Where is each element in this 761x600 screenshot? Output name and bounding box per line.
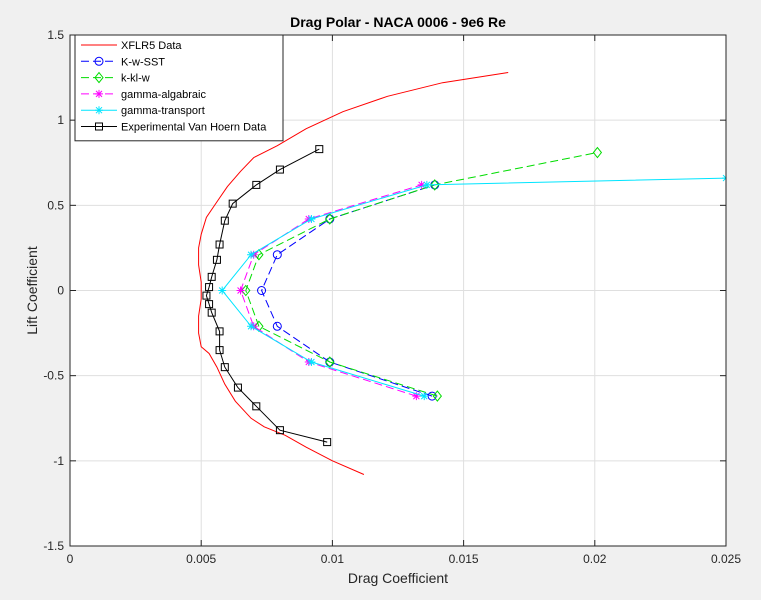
legend-item: gamma-algabraic [81, 89, 206, 101]
legend-label: gamma-transport [121, 105, 205, 117]
legend-item: XFLR5 Data [81, 40, 182, 52]
plot-content [198, 72, 726, 475]
data-point [412, 392, 421, 401]
y-tick-label: -1 [53, 454, 64, 468]
data-point [236, 286, 245, 295]
legend-label: XFLR5 Data [121, 40, 182, 52]
data-point [205, 300, 214, 309]
legend-label: K-w-SST [121, 56, 165, 68]
x-tick-label: 0.015 [449, 552, 479, 566]
data-point [275, 426, 284, 435]
series-layer [198, 72, 726, 475]
series-line [221, 177, 726, 397]
data-point [247, 250, 256, 259]
data-point [307, 214, 316, 223]
data-point [592, 146, 603, 159]
y-tick-label: -1.5 [43, 539, 64, 553]
legend: XFLR5 Data K-w-SST k-kl-w gamma-algabraic ga… [74, 34, 284, 142]
data-point [272, 321, 282, 331]
data-point [325, 213, 335, 225]
data-point [420, 392, 429, 401]
data-point [212, 255, 221, 264]
data-point [417, 180, 426, 189]
series-line [261, 184, 435, 397]
data-point [228, 199, 237, 208]
data-point [430, 179, 440, 191]
legend-marker [95, 89, 103, 98]
data-point [323, 438, 332, 447]
data-point [432, 390, 443, 402]
x-tick-label: 0.005 [186, 552, 216, 566]
chart-title: Drag Polar - NACA 0006 - 9e6 Re [290, 14, 506, 30]
data-point [422, 180, 431, 189]
data-point [247, 322, 256, 331]
legend-marker [94, 56, 104, 66]
legend-item: K-w-SST [81, 56, 165, 68]
data-point [215, 240, 224, 249]
data-point [272, 250, 282, 260]
data-point [220, 363, 229, 372]
data-point [207, 308, 216, 317]
y-tick-label: 0.5 [47, 198, 64, 212]
series-line [245, 152, 598, 397]
legend-box [74, 34, 284, 142]
legend-marker [95, 122, 103, 131]
x-tick-label: 0.025 [711, 552, 741, 566]
legend-label: k-kl-w [121, 73, 150, 85]
data-point [205, 283, 214, 292]
data-point [233, 383, 242, 392]
legend-label: Experimental Van Hoern Data [121, 122, 267, 134]
data-point [241, 284, 251, 297]
legend-marker [95, 106, 103, 115]
y-tick-label: -0.5 [43, 369, 64, 383]
data-point [207, 272, 216, 281]
x-axis-label: Drag Coefficient [348, 570, 448, 586]
data-point [220, 216, 229, 225]
data-point [307, 358, 316, 367]
legend-item: k-kl-w [81, 71, 150, 85]
y-tick-label: 0 [57, 284, 64, 298]
series-gamma-transport [218, 174, 726, 401]
legend-marker [94, 71, 104, 84]
x-tick-label: 0 [67, 552, 74, 566]
series-line [198, 72, 509, 475]
y-tick-label: 1 [57, 113, 64, 127]
data-point [275, 165, 284, 174]
data-point [202, 291, 211, 300]
data-point [215, 346, 224, 355]
x-tick-label: 0.01 [321, 552, 345, 566]
series-xflr5-data [198, 72, 509, 475]
x-tick-label: 0.02 [583, 552, 607, 566]
data-point [252, 180, 261, 189]
legend-item: Experimental Van Hoern Data [81, 122, 267, 134]
legend-label: gamma-algabraic [121, 89, 206, 101]
y-axis-label: Lift Coefficient [24, 246, 40, 335]
y-tick-label: 1.5 [47, 28, 64, 42]
data-point [252, 402, 261, 411]
legend-item: gamma-transport [81, 105, 205, 117]
series-line [205, 148, 328, 443]
series-experimental-van-hoern-data [202, 145, 332, 447]
data-point [215, 327, 224, 336]
data-point [257, 286, 267, 295]
data-point [218, 286, 227, 295]
axis-ticks: 0 0.005 0.01 0.015 0.02 0.025 -1.5 -1 -0.5 0 0.5 1 1… [43, 28, 741, 566]
data-point [315, 145, 324, 154]
